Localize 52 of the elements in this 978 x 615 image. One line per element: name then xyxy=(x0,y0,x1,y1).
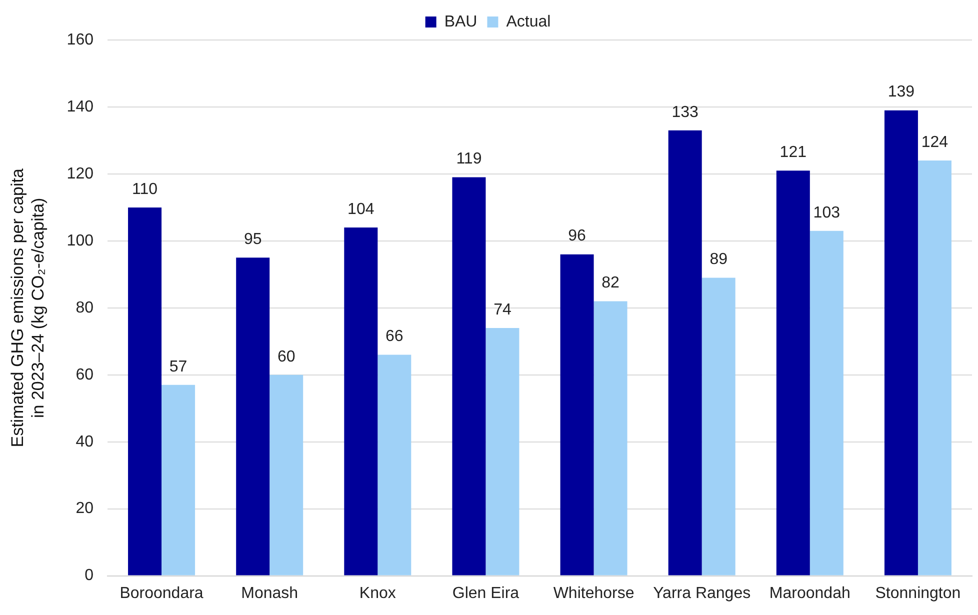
x-tick-label: Whitehorse xyxy=(553,584,634,602)
bar xyxy=(918,160,952,576)
data-label: 110 xyxy=(132,180,158,198)
data-label: 60 xyxy=(277,348,296,366)
bar xyxy=(560,254,594,576)
x-tick-label: Knox xyxy=(359,584,396,602)
bar xyxy=(702,278,736,576)
legend-label: BAU xyxy=(444,13,478,30)
bar xyxy=(884,110,918,576)
data-label: 133 xyxy=(672,104,699,121)
y-tick-label: 160 xyxy=(66,31,94,48)
data-label: 89 xyxy=(710,251,728,268)
bar xyxy=(594,301,628,576)
legend-label: Actual xyxy=(506,13,551,30)
y-tick-label: 140 xyxy=(66,98,94,116)
data-label: 74 xyxy=(494,301,512,318)
bar xyxy=(810,230,844,576)
data-label: 139 xyxy=(888,84,915,101)
y-tick-label: 80 xyxy=(76,299,94,316)
x-tick-label: Stonnington xyxy=(875,584,961,602)
bar xyxy=(668,130,702,576)
bar xyxy=(128,207,162,576)
y-axis-title: Estimated GHG emissions per capita in 2023–24 (kg CO₂-e/capita) xyxy=(8,168,48,448)
bar xyxy=(378,354,412,576)
data-label: 57 xyxy=(169,358,188,376)
x-tick-label: Maroondah xyxy=(769,584,850,602)
data-label: 96 xyxy=(568,228,586,245)
y-tick-label: 0 xyxy=(84,567,94,584)
bar xyxy=(270,374,304,576)
y-tick-label: 120 xyxy=(66,165,94,182)
bar xyxy=(776,170,810,576)
x-tick-label: Yarra Ranges xyxy=(653,584,751,602)
y-tick-label: 100 xyxy=(66,232,94,250)
y-tick-label: 60 xyxy=(76,366,94,384)
bar xyxy=(162,384,196,576)
data-label: 82 xyxy=(602,274,620,292)
data-label: 95 xyxy=(244,231,262,248)
data-label: 124 xyxy=(921,134,948,151)
data-label: 66 xyxy=(386,328,404,346)
y-tick-label: 40 xyxy=(76,433,94,450)
data-label: 119 xyxy=(456,150,482,168)
bar xyxy=(486,328,520,576)
y-tick-label: 20 xyxy=(76,500,94,518)
bar xyxy=(236,258,270,576)
bar xyxy=(344,228,378,576)
x-tick-label: Monash xyxy=(241,584,298,602)
data-label: 103 xyxy=(813,204,840,222)
data-label: 121 xyxy=(780,144,807,162)
data-label: 104 xyxy=(348,200,374,218)
x-tick-label: Boroondara xyxy=(120,584,204,602)
bar xyxy=(452,177,486,576)
x-tick-label: Glen Eira xyxy=(452,584,520,602)
